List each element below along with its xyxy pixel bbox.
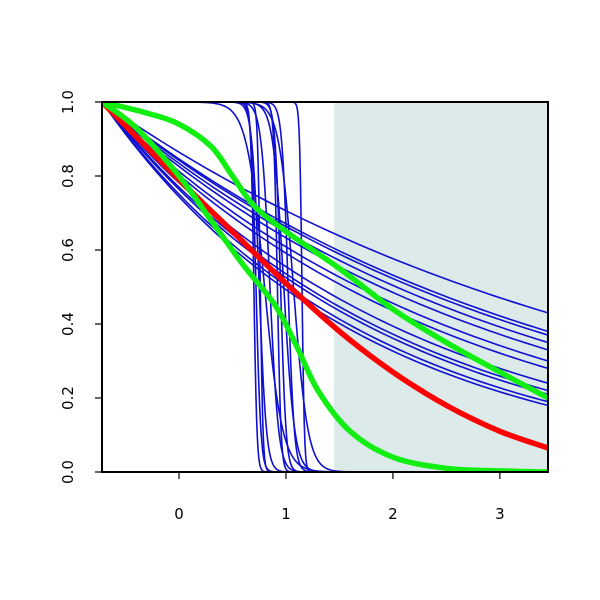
series-line-blue-3 bbox=[102, 102, 548, 344]
series-line-blue-2 bbox=[102, 102, 548, 336]
series-line-blue-9 bbox=[102, 102, 548, 396]
y-tick-label: 0.4 bbox=[59, 312, 77, 336]
series-line-blue-0 bbox=[102, 102, 548, 314]
plot-frame bbox=[101, 101, 549, 473]
series-line-blue-22 bbox=[102, 102, 548, 472]
shaded-region bbox=[334, 102, 548, 472]
series-layer bbox=[102, 102, 548, 472]
y-tick-label: 0.2 bbox=[59, 386, 77, 410]
background-layer bbox=[334, 102, 548, 472]
axis-layer: 0 1 2 3 0.0 0.2 0.4 0.6 0.8 1.0 bbox=[59, 90, 549, 523]
series-line-blue-11 bbox=[102, 102, 548, 407]
y-tick-label: 0.6 bbox=[59, 238, 77, 262]
series-line-blue-8 bbox=[102, 102, 548, 392]
x-tick-label: 0 bbox=[174, 505, 184, 523]
series-line-blue-10 bbox=[102, 102, 548, 403]
y-tick-label: 0.0 bbox=[59, 460, 77, 484]
x-tick-label: 2 bbox=[388, 505, 398, 523]
y-tick-label: 1.0 bbox=[59, 90, 77, 114]
x-tick-label: 3 bbox=[495, 505, 505, 523]
series-line-green-26 bbox=[102, 102, 548, 472]
series-line-green-25 bbox=[102, 102, 548, 401]
x-tick-label: 1 bbox=[281, 505, 291, 523]
y-tick-label: 0.8 bbox=[59, 164, 77, 188]
series-line-blue-1 bbox=[102, 102, 548, 333]
